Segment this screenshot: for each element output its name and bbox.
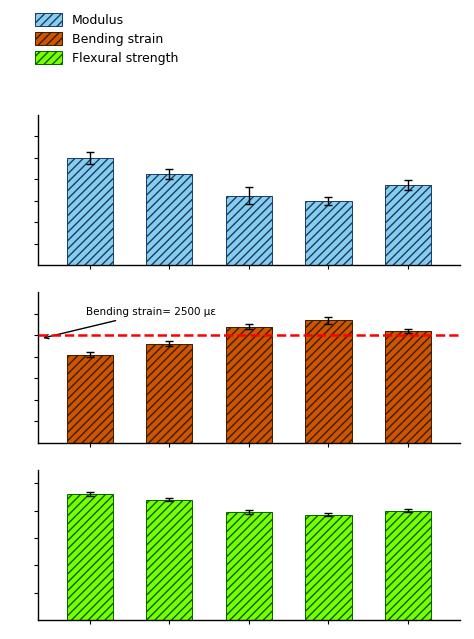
Bar [305,201,352,639]
Legend: Modulus, Bending strain, Flexural strength: Modulus, Bending strain, Flexural streng… [35,13,179,65]
Bar [226,327,272,443]
Bar [385,331,431,443]
Bar [66,158,113,639]
Bar [146,174,192,639]
Bar [385,185,431,639]
Bar [146,500,192,620]
Bar [385,511,431,620]
Bar [66,494,113,620]
Text: Bending strain= 2500 με: Bending strain= 2500 με [45,307,216,339]
Bar [226,196,272,639]
Bar [66,355,113,443]
Bar [226,512,272,620]
Bar [305,320,352,443]
Bar [305,514,352,620]
Bar [146,344,192,443]
